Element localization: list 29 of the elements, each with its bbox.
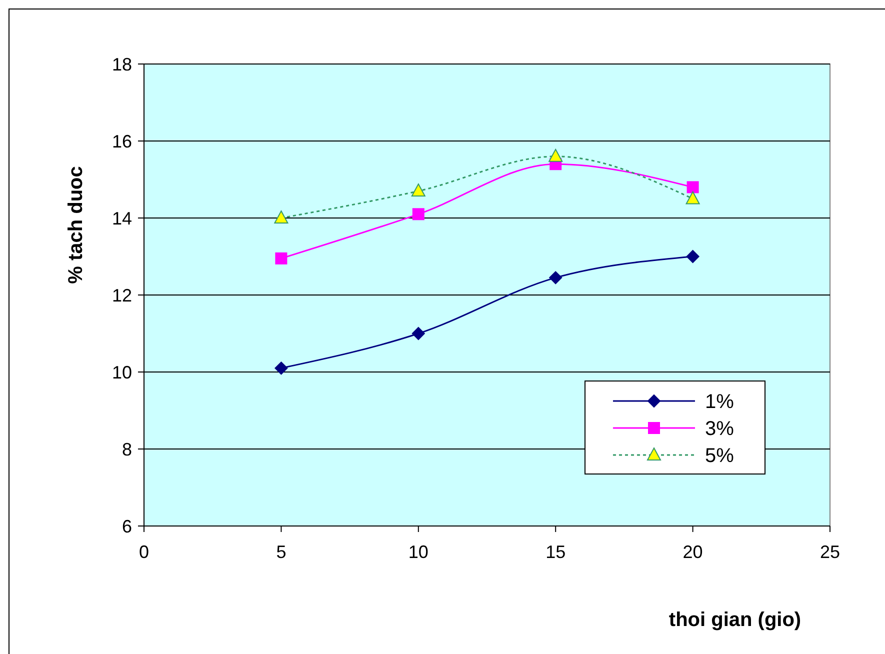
x-axis-title: thoi gian (gio) (668, 609, 802, 631)
legend-label: 3% (705, 418, 734, 440)
y-tick-label: 10 (112, 362, 132, 382)
y-tick-label: 12 (112, 285, 132, 306)
point (686, 181, 699, 194)
x-tick-label: 10 (408, 542, 428, 562)
point (686, 191, 700, 204)
legend-label: 1% (705, 391, 734, 413)
point (686, 250, 700, 263)
y-tick-label: 16 (112, 131, 132, 152)
point (548, 148, 563, 162)
point (275, 252, 288, 264)
y-axis-title: % tach duoc (65, 166, 87, 284)
point (412, 208, 424, 220)
y-tick-label: 14 (112, 208, 132, 228)
x-tick-label: 15 (546, 542, 566, 562)
x-tick-label: 5 (276, 542, 286, 562)
point (411, 184, 426, 197)
x-tick-label: 20 (682, 542, 703, 562)
y-tick-label: 8 (122, 439, 132, 460)
legend-label: 5% (705, 445, 734, 467)
point (274, 362, 288, 375)
x-tick-label: 0 (138, 542, 150, 562)
point (274, 210, 288, 224)
x-tick-label: 25 (820, 542, 840, 562)
point (549, 271, 562, 284)
y-tick-label: 6 (122, 516, 132, 536)
point (412, 327, 425, 340)
y-tick-label: 18 (112, 54, 132, 74)
